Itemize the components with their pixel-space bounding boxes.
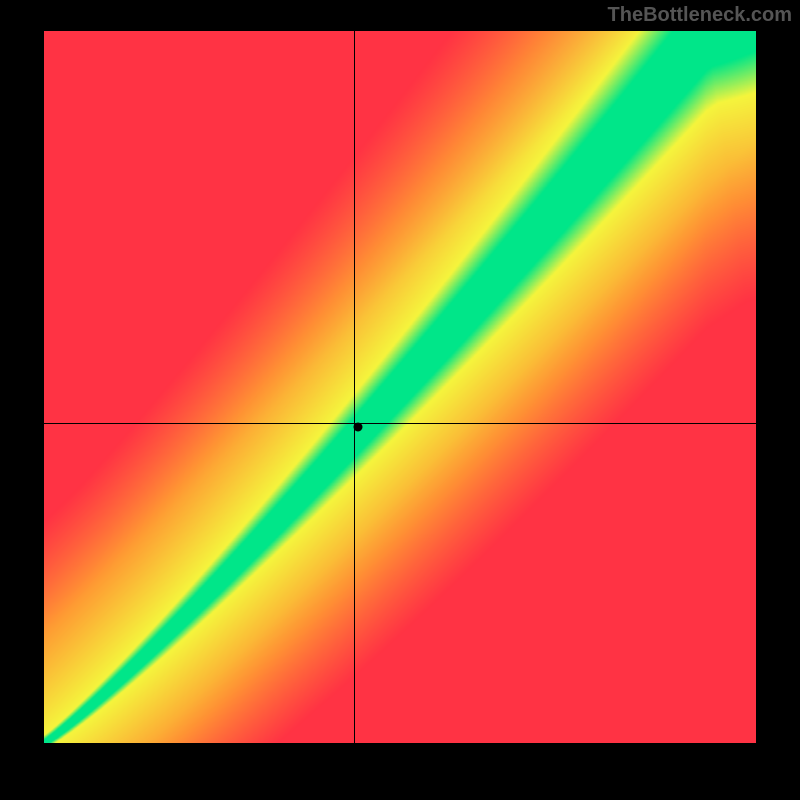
crosshair-horizontal [44,423,756,424]
watermark-text: TheBottleneck.com [608,4,792,27]
data-point [353,422,362,431]
heatmap-plot [44,31,756,743]
heatmap-canvas [44,31,756,743]
crosshair-vertical [354,31,355,743]
